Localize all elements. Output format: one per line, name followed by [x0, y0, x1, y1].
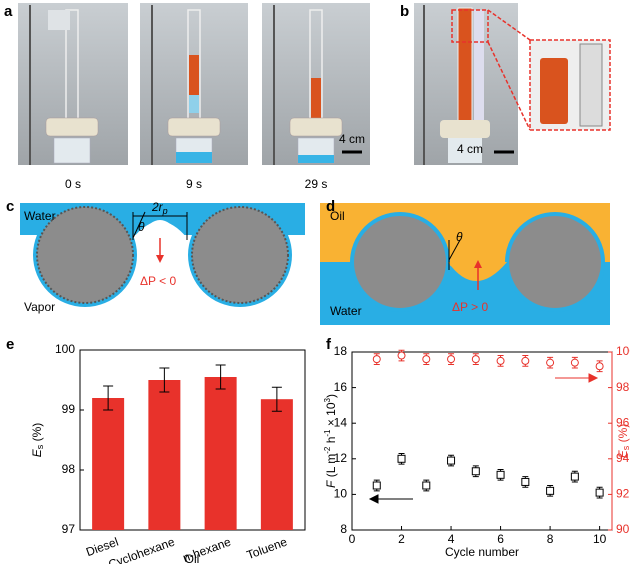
- point: [372, 481, 381, 490]
- panel-label: c: [6, 198, 14, 215]
- point: [570, 358, 579, 367]
- panel-label: b: [400, 3, 409, 20]
- y-tick-label: 18: [334, 344, 348, 358]
- bar: [260, 399, 293, 530]
- y2-axis-label: Es (%): [616, 424, 630, 459]
- plot-frame: [351, 351, 613, 531]
- x-tick-label: Cyclohexane: [107, 535, 177, 564]
- error-bar: [215, 364, 226, 390]
- photo-caption: 29 s: [305, 177, 328, 191]
- point: [471, 355, 480, 364]
- y-tick-label: 10: [334, 487, 348, 501]
- error-bar: [159, 367, 170, 393]
- panel-label: a: [4, 3, 13, 20]
- panel-label: f: [326, 336, 332, 353]
- point: [447, 456, 456, 465]
- photo-caption: 0 s: [65, 177, 81, 191]
- y-tick-label: 8: [340, 522, 347, 536]
- y2-tick-label: 94: [616, 451, 630, 465]
- x-tick-label: 2: [398, 532, 405, 546]
- x-tick-label: 6: [497, 532, 504, 546]
- photo-caption: 9 s: [186, 177, 202, 191]
- diagram-d: [320, 203, 610, 325]
- y-axis-label: Es (%): [30, 423, 45, 458]
- y2-tick-label: 100: [616, 344, 630, 358]
- point: [372, 355, 381, 364]
- y-tick-label: 14: [334, 415, 348, 429]
- y-tick-label: 12: [334, 451, 348, 465]
- point: [546, 486, 555, 495]
- y-axis-label: F (L m-2 h-1 × 103): [323, 394, 338, 488]
- angle-label: θ: [456, 230, 463, 244]
- bar: [148, 380, 181, 530]
- medium-label: Water: [330, 304, 362, 318]
- y-tick-label: 98: [62, 462, 76, 476]
- medium-label: Oil: [330, 209, 345, 223]
- x-tick-label: 8: [547, 532, 554, 546]
- x-axis-label: Cycle number: [445, 545, 519, 559]
- point: [496, 356, 505, 365]
- x-tick-label: 0: [349, 532, 356, 546]
- point: [397, 351, 406, 360]
- point: [447, 355, 456, 364]
- error-bar: [271, 386, 282, 412]
- point: [570, 472, 579, 481]
- y-tick-label: 99: [62, 402, 76, 416]
- diagram-c: [20, 203, 305, 307]
- medium-label: Vapor: [24, 300, 55, 314]
- x-tick-label: n-hexane: [181, 535, 233, 564]
- y2-tick-label: 92: [616, 487, 630, 501]
- x-tick-label: 10: [593, 532, 607, 546]
- point: [546, 358, 555, 367]
- panel-label: e: [6, 336, 14, 353]
- y-tick-label: 97: [62, 522, 76, 536]
- point: [471, 467, 480, 476]
- arrow: [555, 373, 599, 383]
- error-bar: [103, 385, 114, 411]
- pressure-label: ΔP < 0: [140, 274, 176, 288]
- point: [521, 477, 530, 486]
- pressure-label: ΔP > 0: [452, 300, 488, 314]
- scale-bar-label: 4 cm: [339, 132, 365, 146]
- point: [595, 362, 604, 371]
- panel-label: d: [326, 198, 335, 215]
- y-tick-label: 100: [55, 342, 75, 356]
- y2-tick-label: 98: [616, 380, 630, 394]
- point: [521, 356, 530, 365]
- plot-frame: [79, 349, 306, 531]
- point: [595, 488, 604, 497]
- point: [397, 454, 406, 463]
- y2-tick-label: 90: [616, 522, 630, 536]
- photo-panel-b: [414, 3, 611, 165]
- scale-bar-label: 4 cm: [457, 142, 483, 156]
- medium-label: Water: [24, 209, 56, 223]
- point: [422, 481, 431, 490]
- bar: [204, 377, 237, 530]
- photo-panel-a: [18, 3, 370, 165]
- x-tick-label: 4: [448, 532, 455, 546]
- point: [422, 355, 431, 364]
- arrow: [368, 494, 413, 504]
- y-tick-label: 16: [334, 380, 348, 394]
- y2-tick-label: 96: [616, 415, 630, 429]
- width-label: 2rp: [151, 200, 168, 216]
- angle-label: θ: [138, 220, 145, 234]
- bar: [92, 398, 125, 530]
- x-tick-label: Toluene: [245, 535, 290, 563]
- point: [496, 470, 505, 479]
- x-axis-label: Oil: [185, 552, 200, 564]
